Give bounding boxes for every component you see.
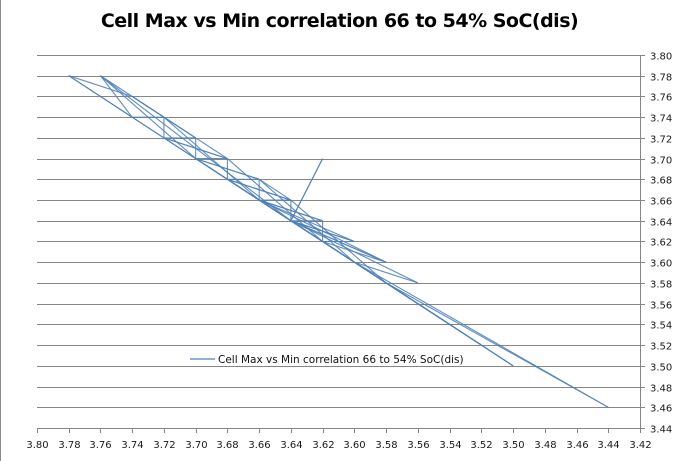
series-segment [385,282,609,408]
chart-frame-border [0,0,1,461]
y-tick-label: 3.76 [650,93,672,104]
chart-title: Cell Max vs Min correlation 66 to 54% So… [100,10,579,32]
y-tick-label: 3.68 [650,176,672,187]
y-tick-label: 3.46 [650,404,672,415]
x-tick-label: 3.58 [375,440,397,451]
x-tick-label: 3.68 [216,440,238,451]
x-tick-label: 3.52 [470,440,492,451]
x-tick-label: 3.60 [343,440,365,451]
x-tick-label: 3.50 [502,440,524,451]
x-tick-label: 3.48 [534,440,556,451]
x-tick-label: 3.54 [439,440,461,451]
x-tick-label: 3.46 [566,440,588,451]
y-tick-label: 3.74 [650,114,672,125]
y-tick-label: 3.62 [650,238,672,249]
y-tick-label: 3.58 [650,280,672,291]
series-segment [100,75,292,222]
series-segment [100,75,133,118]
y-tick-label: 3.44 [650,425,672,436]
x-tick-label: 3.72 [153,440,175,451]
x-tick-label: 3.80 [26,440,48,451]
series-segment [385,282,482,346]
x-tick-label: 3.70 [185,440,207,451]
series-segment [290,199,387,284]
y-tick-label: 3.60 [650,259,672,270]
y-tick-label: 3.70 [650,156,672,167]
series-segment [195,158,260,180]
x-tick-label: 3.78 [58,440,80,451]
x-tick-label: 3.56 [407,440,429,451]
y-tick-label: 3.56 [650,301,672,312]
series-segment [100,75,197,160]
series-segment [259,199,323,222]
series-segment [258,199,387,263]
series-segment [290,220,419,284]
y-tick-label: 3.48 [650,384,672,395]
series-segment [258,178,292,201]
series-segment [354,261,418,284]
series-group [68,75,609,408]
gridlines [37,55,640,429]
y-tick-label: 3.54 [650,321,672,332]
series-segment [68,75,133,97]
x-tick-label: 3.64 [280,440,302,451]
y-tick-label: 3.66 [650,197,672,208]
x-tick-label: 3.42 [629,440,651,451]
x-tick-label: 3.74 [121,440,143,451]
legend-label: Cell Max vs Min correlation 66 to 54% So… [218,354,464,366]
series-segment [68,75,133,118]
series-segment [227,158,323,242]
y-tick-label: 3.52 [650,342,672,353]
y-tick-label: 3.80 [650,52,672,63]
y-tick-label: 3.72 [650,135,672,146]
x-tick-label: 3.62 [312,440,334,451]
series-segment [163,116,228,160]
legend: Cell Max vs Min correlation 66 to 54% So… [190,354,464,366]
x-tick-label: 3.66 [248,440,270,451]
y-tick-label: 3.78 [650,73,672,84]
series-segment [163,116,260,201]
series-segment [290,158,324,222]
y-tick-label: 3.50 [650,363,672,374]
y-tick-label: 3.64 [650,218,672,229]
series-segment [258,178,355,263]
x-axis-ticks: 3.80 3.78 3.76 3.74 3.72 3.70 3.68 3.66 3.64 3.62… [26,428,652,451]
x-tick-label: 3.76 [89,440,111,451]
x-tick-label: 3.44 [597,440,619,451]
series-segment [227,178,292,201]
y-axis-ticks: 3.44 3.46 3.48 3.50 3.52 3.54 3.56 3.58 3.60 3.62… [640,52,672,436]
